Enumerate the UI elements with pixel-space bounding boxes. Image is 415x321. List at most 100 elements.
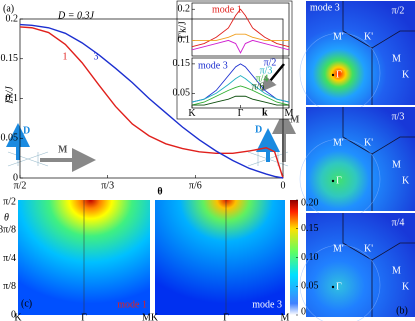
y-tick-label: π/2: [3, 196, 16, 207]
series-label: π/3: [260, 65, 273, 76]
point-label: Γ: [336, 175, 342, 186]
point-label: K': [364, 243, 373, 254]
x-tick-label: K: [14, 312, 22, 321]
colorbar: [290, 200, 298, 315]
arrow-label: M: [290, 114, 300, 125]
y-tick-label: 0: [13, 172, 18, 183]
zone-boundary: [342, 213, 415, 317]
point-label: K': [364, 31, 373, 42]
point-label: M': [333, 243, 344, 254]
gamma-point: [331, 179, 335, 183]
map-tile: [306, 107, 415, 211]
x-tick-label: Γ: [238, 108, 244, 119]
y-tick-label: 0.1: [178, 35, 191, 46]
x-axis-label: θ: [157, 186, 162, 197]
line: [19, 23, 284, 179]
gamma-point: [331, 285, 335, 289]
y-tick-label: π/8: [3, 281, 16, 292]
inset-x-label: k: [262, 107, 268, 118]
series-label: 1: [63, 51, 68, 62]
point-label: K: [402, 281, 410, 292]
y-tick-label: 0.05: [173, 88, 191, 99]
colorbar-tick-label: 0.20: [301, 197, 319, 208]
arrow-label: D: [255, 124, 262, 135]
y-tick-label: 0.2: [178, 4, 191, 15]
point-label: M: [392, 265, 401, 276]
line: [191, 75, 290, 103]
y-tick-label: 0.15: [173, 58, 191, 69]
point-label: Γ: [336, 281, 342, 292]
point-label: M': [333, 137, 344, 148]
panel-label: (a): [3, 3, 14, 14]
y-tick-label: 0.1: [6, 93, 19, 104]
point-label: M: [392, 159, 401, 170]
line: [192, 33, 289, 41]
heatmap-title: mode 1: [117, 299, 147, 310]
point-label: M: [392, 53, 401, 64]
lattice-left: [7, 151, 49, 167]
x-tick-label: π/3: [101, 180, 114, 191]
y-tick-label: π/4: [3, 253, 16, 264]
inset-title: mode 1: [212, 4, 242, 15]
x-tick-label: M: [285, 108, 294, 119]
y-axis-label: θ: [4, 212, 9, 223]
colorbar-tick-label: 0.15: [301, 223, 319, 234]
series-label: π/2: [264, 57, 277, 68]
panel-c: π/23π/8π/4π/80K Γ MK Γ M0.200.150.100.050: [0, 196, 319, 321]
point-label: M': [333, 31, 344, 42]
series-label: π/6: [252, 81, 265, 92]
x-tick-label: Γ: [223, 312, 229, 321]
gamma-point: [331, 73, 335, 77]
map-tile: [306, 1, 415, 105]
map-tile: [306, 213, 415, 317]
x-tick-label: 0: [281, 180, 286, 191]
y-tick-label: 0.05: [1, 133, 19, 144]
heatmap-title: mode 3: [252, 299, 282, 310]
point-label: K: [402, 69, 410, 80]
line: [191, 63, 290, 103]
x-tick-label: π/6: [189, 180, 202, 191]
panel-b-title: mode 3: [310, 2, 340, 13]
arrow-label: M: [58, 144, 68, 155]
zone-boundary: [342, 107, 415, 211]
y-tick-label: 0.15: [1, 53, 19, 64]
x-tick-label: Γ: [81, 312, 87, 321]
line: [191, 39, 290, 54]
point-label: Γ: [336, 69, 342, 80]
series-label: π/4: [256, 73, 269, 84]
annotation: D = 0.3J: [57, 10, 94, 21]
line: [192, 95, 289, 106]
line: [19, 26, 284, 179]
y-axis-label: Γk/J: [4, 86, 15, 105]
line: [191, 85, 290, 106]
line: [191, 8, 290, 48]
point-label: K: [402, 175, 410, 186]
tile-angle: π/2: [392, 5, 405, 16]
ring: [299, 244, 381, 321]
inset-title: mode 3: [198, 60, 228, 71]
tile-angle: π/3: [392, 111, 405, 122]
arrow: [261, 63, 285, 92]
x-tick-label: MK: [142, 312, 159, 321]
y-tick-label: 0.2: [6, 13, 19, 24]
tile-angle: π/4: [392, 217, 405, 228]
x-tick-label: π/2: [14, 180, 27, 191]
y-tick-label: 3π/8: [0, 225, 16, 236]
plot-frame: [191, 2, 290, 57]
series-label: 3: [94, 51, 99, 62]
colorbar-tick-label: 0: [301, 306, 306, 317]
inset-frame: [176, 0, 293, 120]
x-tick-label: M: [281, 312, 290, 321]
y-tick-label: 0: [11, 309, 16, 320]
panel-label: (c): [21, 298, 32, 309]
colorbar-tick-label: 0.05: [301, 281, 319, 292]
inset-y-label: Γk/J: [177, 21, 188, 39]
x-tick-label: K: [188, 108, 196, 119]
panel-label: (b): [396, 305, 408, 316]
colorbar-tick-label: 0.10: [301, 252, 319, 263]
zone-boundary: [342, 1, 415, 105]
heatmap: [155, 200, 285, 315]
